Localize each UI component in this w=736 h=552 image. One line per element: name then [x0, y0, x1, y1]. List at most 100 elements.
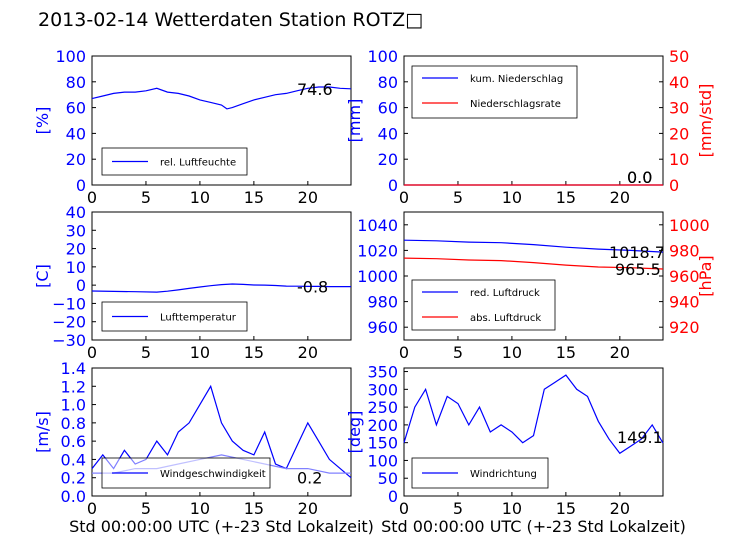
y-right-tick-label: 50 — [669, 47, 689, 66]
y-tick-label: 20 — [66, 150, 86, 169]
y-tick-label: 0 — [76, 176, 86, 195]
y-tick-label: −30 — [52, 331, 86, 350]
x-tick-label: 5 — [453, 499, 463, 518]
y-tick-label: −20 — [52, 313, 86, 332]
y-tick-label: 350 — [367, 363, 398, 382]
y-tick-label: 0.0 — [61, 487, 86, 506]
y-tick-label: 100 — [55, 47, 86, 66]
y-tick-label: 80 — [378, 73, 398, 92]
x-tick-label: 0 — [399, 343, 409, 362]
x-tick-label: 5 — [453, 188, 463, 207]
y-tick-label: 300 — [367, 380, 398, 399]
x-tick-label: 15 — [244, 188, 264, 207]
y-tick-label: 100 — [367, 47, 398, 66]
panel-pressure: 0 5 10 15 2096098010001020104092094096098010… — [357, 211, 715, 362]
x-tick-label: 15 — [244, 343, 264, 362]
y-right-tick-label: 20 — [669, 124, 689, 143]
legend-label: Windgeschwindigkeit — [160, 469, 266, 480]
y-tick-label: 20 — [66, 240, 86, 259]
y-tick-label: 200 — [367, 416, 398, 435]
x-tick-label: 5 — [141, 343, 151, 362]
y-tick-label: 0 — [388, 487, 398, 506]
x-tick-label: 10 — [502, 499, 522, 518]
x-tick-label: 10 — [190, 343, 210, 362]
axes-frame — [91, 55, 352, 186]
x-tick-label: 0 — [399, 188, 409, 207]
y-tick-label: 980 — [367, 293, 398, 312]
panel-wind_direction: 0 5 10 15 20050100150200250300350[deg]Windri… — [345, 363, 664, 518]
series-line-abs-luftdruck — [403, 257, 664, 270]
legend-label: kum. Niederschlag — [470, 74, 563, 85]
panel-temperature: 0 5 10 15 20−30−20−10010203040[C]Lufttempera… — [33, 203, 352, 362]
axes-frame — [91, 367, 352, 497]
x-tick-label: 10 — [190, 499, 210, 518]
y-tick-label: 60 — [66, 99, 86, 118]
y-axis-label: [%] — [33, 107, 52, 135]
last-value-label: 1018.7 — [609, 243, 665, 262]
y-tick-label: 40 — [66, 124, 86, 143]
series-line-windrichtung — [403, 374, 664, 455]
axes-frame — [91, 211, 352, 341]
panel-wind_speed: 0 5 10 15 200.00.20.40.60.81.01.21.4[m/s]Win… — [33, 359, 352, 518]
last-value-label: 149.1 — [617, 428, 663, 447]
y-tick-label: 0 — [76, 276, 86, 295]
legend-label: rel. Luftfeuchte — [160, 158, 236, 169]
x-tick-label: 10 — [190, 188, 210, 207]
last-value-label: 0.0 — [627, 168, 652, 187]
y-axis-label: [mm] — [345, 99, 364, 143]
y-tick-label: 250 — [367, 398, 398, 417]
last-value-label: 0.2 — [297, 469, 322, 488]
y-tick-label: 1.2 — [61, 377, 86, 396]
x-tick-label: 5 — [141, 499, 151, 518]
y-right-tick-label: 10 — [669, 150, 689, 169]
legend-box — [411, 279, 556, 331]
y-tick-label: 1.0 — [61, 396, 86, 415]
x-tick-label: 20 — [298, 188, 318, 207]
y-tick-label: 10 — [66, 258, 86, 277]
x-tick-label: 20 — [610, 499, 630, 518]
y-tick-label: 1020 — [357, 241, 398, 260]
y-tick-label: 30 — [66, 221, 86, 240]
x-tick-label: 20 — [298, 499, 318, 518]
x-tick-label: 20 — [298, 343, 318, 362]
y-tick-label: 0.6 — [61, 432, 86, 451]
y-right-tick-label: 1000 — [669, 216, 710, 235]
axes-frame — [403, 367, 664, 497]
x-tick-label: 10 — [502, 188, 522, 207]
x-tick-label: 15 — [556, 343, 576, 362]
x-tick-label: 0 — [87, 343, 97, 362]
x-tick-label: 20 — [610, 343, 630, 362]
x-axis-label: Std 00:00:00 UTC (+-23 Std Lokalzeit) — [381, 517, 686, 536]
y-tick-label: 50 — [378, 469, 398, 488]
legend-label: Windrichtung — [470, 469, 537, 480]
y-tick-label: −10 — [52, 294, 86, 313]
y-right-tick-label: 960 — [669, 267, 700, 286]
legend-label: Lufttemperatur — [160, 313, 237, 324]
y-right-tick-label: 940 — [669, 293, 700, 312]
page-title: 2013-02-14 Wetterdaten Station ROTZ□ — [38, 9, 423, 31]
y-right-tick-label: 30 — [669, 99, 689, 118]
y-tick-label: 40 — [66, 203, 86, 222]
legend-label: Niederschlagsrate — [470, 99, 561, 110]
x-tick-label: 15 — [556, 499, 576, 518]
y-tick-label: 150 — [367, 434, 398, 453]
y-tick-label: 80 — [66, 73, 86, 92]
panel-precipitation: 0 5 10 15 20020406080100[mm]01020304050[mm/s… — [345, 47, 715, 207]
x-tick-label: 0 — [87, 188, 97, 207]
last-value-label-secondary: 965.5 — [615, 260, 661, 279]
x-axis-label: Std 00:00:00 UTC (+-23 Std Lokalzeit) — [69, 517, 374, 536]
y-axis-label: [C] — [33, 264, 52, 288]
y-tick-label: 0.8 — [61, 414, 86, 433]
last-value-label-secondary: 0.0 — [627, 168, 652, 187]
legend-label: red. Luftdruck — [470, 288, 540, 299]
y-right-tick-label: 980 — [669, 241, 700, 260]
series-line-rel-luftfeuchte — [91, 86, 352, 110]
last-value-label: 74.6 — [297, 80, 333, 99]
x-tick-label: 10 — [502, 343, 522, 362]
x-tick-label: 0 — [87, 499, 97, 518]
y-tick-label: 0.4 — [61, 450, 86, 469]
last-value-label: -0.8 — [297, 278, 328, 297]
y-tick-label: 960 — [367, 318, 398, 337]
